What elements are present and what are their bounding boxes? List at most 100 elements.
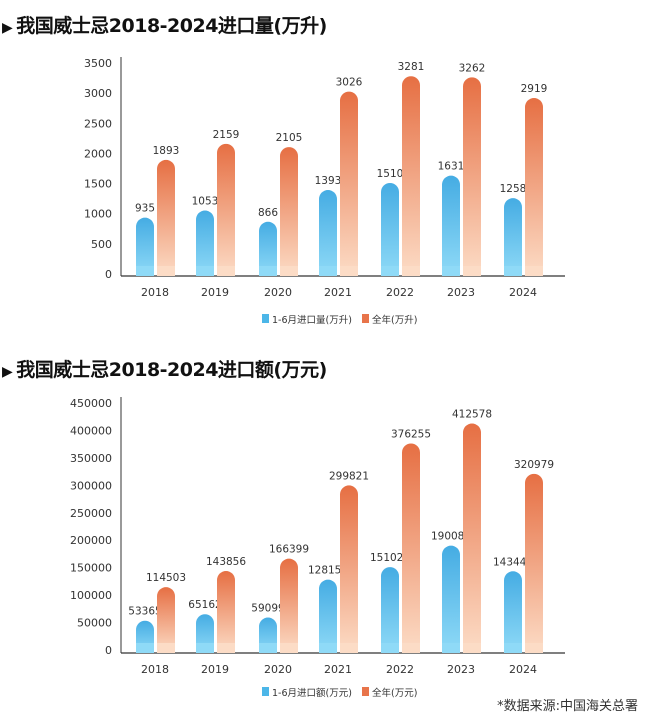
bar-base <box>259 266 277 276</box>
bar-h1 <box>442 175 460 276</box>
y-tick-label: 100000 <box>70 589 112 602</box>
bar-base <box>259 643 277 653</box>
x-tick-label: 2022 <box>386 286 414 299</box>
legend-label: 1-6月进口额(万元) <box>272 687 352 699</box>
x-tick-label: 2018 <box>141 286 169 299</box>
data-label: 2159 <box>213 129 240 141</box>
data-label: 299821 <box>329 470 369 482</box>
triangle-icon: ▶ <box>2 364 13 380</box>
data-label: 3281 <box>398 61 425 73</box>
bar-base <box>217 643 235 653</box>
x-tick-label: 2023 <box>447 663 475 676</box>
chart-title-value: ▶ 我国威士忌2018-2024进口额(万元) <box>2 355 327 382</box>
bar-full-year <box>463 77 481 277</box>
bar-base <box>381 643 399 653</box>
bar-base <box>504 643 522 653</box>
x-tick-label: 2020 <box>264 663 292 676</box>
x-tick-label: 2018 <box>141 663 169 676</box>
bar-base <box>280 266 298 276</box>
y-tick-label: 2500 <box>84 117 112 130</box>
bar-base <box>196 643 214 653</box>
bar-base <box>463 266 481 276</box>
bar-full-year <box>280 558 298 653</box>
data-label: 114503 <box>146 572 186 584</box>
y-tick-label: 50000 <box>77 617 112 630</box>
data-label: 866 <box>258 207 278 219</box>
x-tick-label: 2019 <box>201 663 229 676</box>
data-label: 1631 <box>438 161 465 173</box>
bar-full-year <box>525 473 543 653</box>
bar-full-year <box>280 147 298 276</box>
data-label: 1893 <box>153 145 180 157</box>
bar-h1 <box>504 571 522 653</box>
data-label: 935 <box>135 203 155 215</box>
title-text: 我国威士忌2018-2024进口额(万元) <box>16 359 327 381</box>
legend-label: 全年(万元) <box>372 687 417 699</box>
bar-full-year <box>157 159 175 276</box>
data-label: 3026 <box>336 77 363 89</box>
data-label: 1258 <box>500 183 527 195</box>
bar-base <box>442 643 460 653</box>
bar-base <box>340 643 358 653</box>
legend-swatch <box>362 314 369 323</box>
bar-full-year <box>402 76 420 276</box>
y-tick-label: 200000 <box>70 534 112 547</box>
data-label: 190084 <box>431 531 471 543</box>
bar-base <box>196 266 214 276</box>
x-tick-label: 2021 <box>324 286 352 299</box>
y-tick-label: 300000 <box>70 479 112 492</box>
legend-swatch <box>262 687 269 696</box>
data-label: 1393 <box>315 175 342 187</box>
bar-h1 <box>196 210 214 276</box>
y-tick-label: 0 <box>105 644 112 657</box>
bar-base <box>525 266 543 276</box>
bar-full-year <box>525 98 543 276</box>
bar-h1 <box>381 567 399 653</box>
bar-base <box>525 643 543 653</box>
y-tick-label: 500 <box>91 238 112 251</box>
x-tick-label: 2020 <box>264 286 292 299</box>
data-label: 59099 <box>251 603 284 615</box>
bar-base <box>340 266 358 276</box>
bar-h1 <box>319 579 337 653</box>
chart-title-volume: ▶ 我国威士忌2018-2024进口量(万升) <box>2 11 327 38</box>
bar-h1 <box>319 190 337 276</box>
x-tick-label: 2024 <box>509 286 537 299</box>
data-label: 128158 <box>308 565 348 577</box>
data-source-note: *数据来源:中国海关总署 <box>497 699 638 714</box>
legend-label: 1-6月进口量(万升) <box>272 315 352 326</box>
data-label: 2105 <box>276 132 303 144</box>
bar-base <box>136 643 154 653</box>
bar-full-year <box>402 443 420 653</box>
bar-h1 <box>381 182 399 276</box>
x-tick-label: 2022 <box>386 663 414 676</box>
data-label: 53365 <box>128 606 161 618</box>
y-tick-label: 450000 <box>70 397 112 410</box>
bar-h1 <box>136 217 154 276</box>
bar-h1 <box>442 545 460 653</box>
data-label: 166399 <box>269 544 309 556</box>
bar-base <box>319 266 337 276</box>
data-label: 320979 <box>514 459 554 471</box>
bar-full-year <box>157 587 175 653</box>
bar-base <box>381 266 399 276</box>
y-tick-label: 350000 <box>70 452 112 465</box>
data-label: 1510 <box>377 168 404 180</box>
data-label: 376255 <box>391 428 431 440</box>
y-tick-label: 3000 <box>84 87 112 100</box>
bar-full-year <box>463 423 481 653</box>
legend-swatch <box>362 687 369 696</box>
triangle-icon: ▶ <box>2 20 13 36</box>
bar-base <box>504 266 522 276</box>
y-tick-label: 150000 <box>70 562 112 575</box>
data-label: 151020 <box>370 552 410 564</box>
y-tick-label: 250000 <box>70 507 112 520</box>
bar-h1 <box>259 221 277 276</box>
y-tick-label: 0 <box>105 268 112 281</box>
x-tick-label: 2019 <box>201 286 229 299</box>
bar-full-year <box>340 91 358 276</box>
bar-base <box>442 266 460 276</box>
bar-base <box>280 643 298 653</box>
bar-full-year <box>340 485 358 653</box>
